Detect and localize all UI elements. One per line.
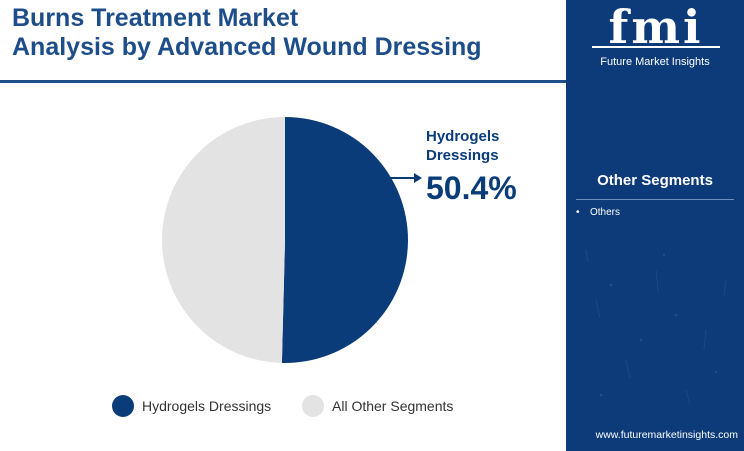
chart-title: Burns Treatment Market Analysis by Advan…: [12, 4, 482, 62]
segments-list: • Others: [576, 206, 620, 220]
segment-label: Others: [590, 207, 621, 218]
footer-url: www.futuremarketinsights.com: [595, 429, 738, 441]
other-segments-heading: Other Segments: [597, 172, 713, 189]
pie-slice-hydrogels-dressings: [281, 117, 409, 364]
pie-slice-all-other-segments: [162, 117, 285, 363]
logo-subtitle: Future Market Insights: [600, 56, 710, 68]
pie-chart: [162, 117, 422, 364]
logo-underline: [592, 46, 720, 48]
callout-arrow: [388, 173, 422, 183]
callout-value: 50.4%: [426, 170, 517, 206]
title-divider: [0, 80, 566, 83]
segments-divider: [576, 199, 734, 200]
title-line-2: Analysis by Advanced Wound Dressing: [12, 33, 482, 61]
callout-label: Hydrogels Dressings: [426, 128, 500, 164]
pie-slices: [162, 117, 409, 364]
fmi-logo: fmi: [608, 0, 704, 54]
legend-swatch-hydrogels: [112, 395, 134, 417]
segment-item: • Others: [576, 206, 620, 220]
sidebar-texture: [585, 249, 727, 406]
legend-label-hydrogels: Hydrogels Dressings: [142, 398, 272, 414]
title-line-1: Burns Treatment Market: [12, 4, 299, 32]
bullet-icon: •: [576, 207, 580, 218]
legend-swatch-other: [302, 395, 324, 417]
legend-label-other: All Other Segments: [332, 398, 454, 414]
sidebar: fmi Future Market Insights Other Segment…: [566, 0, 744, 451]
